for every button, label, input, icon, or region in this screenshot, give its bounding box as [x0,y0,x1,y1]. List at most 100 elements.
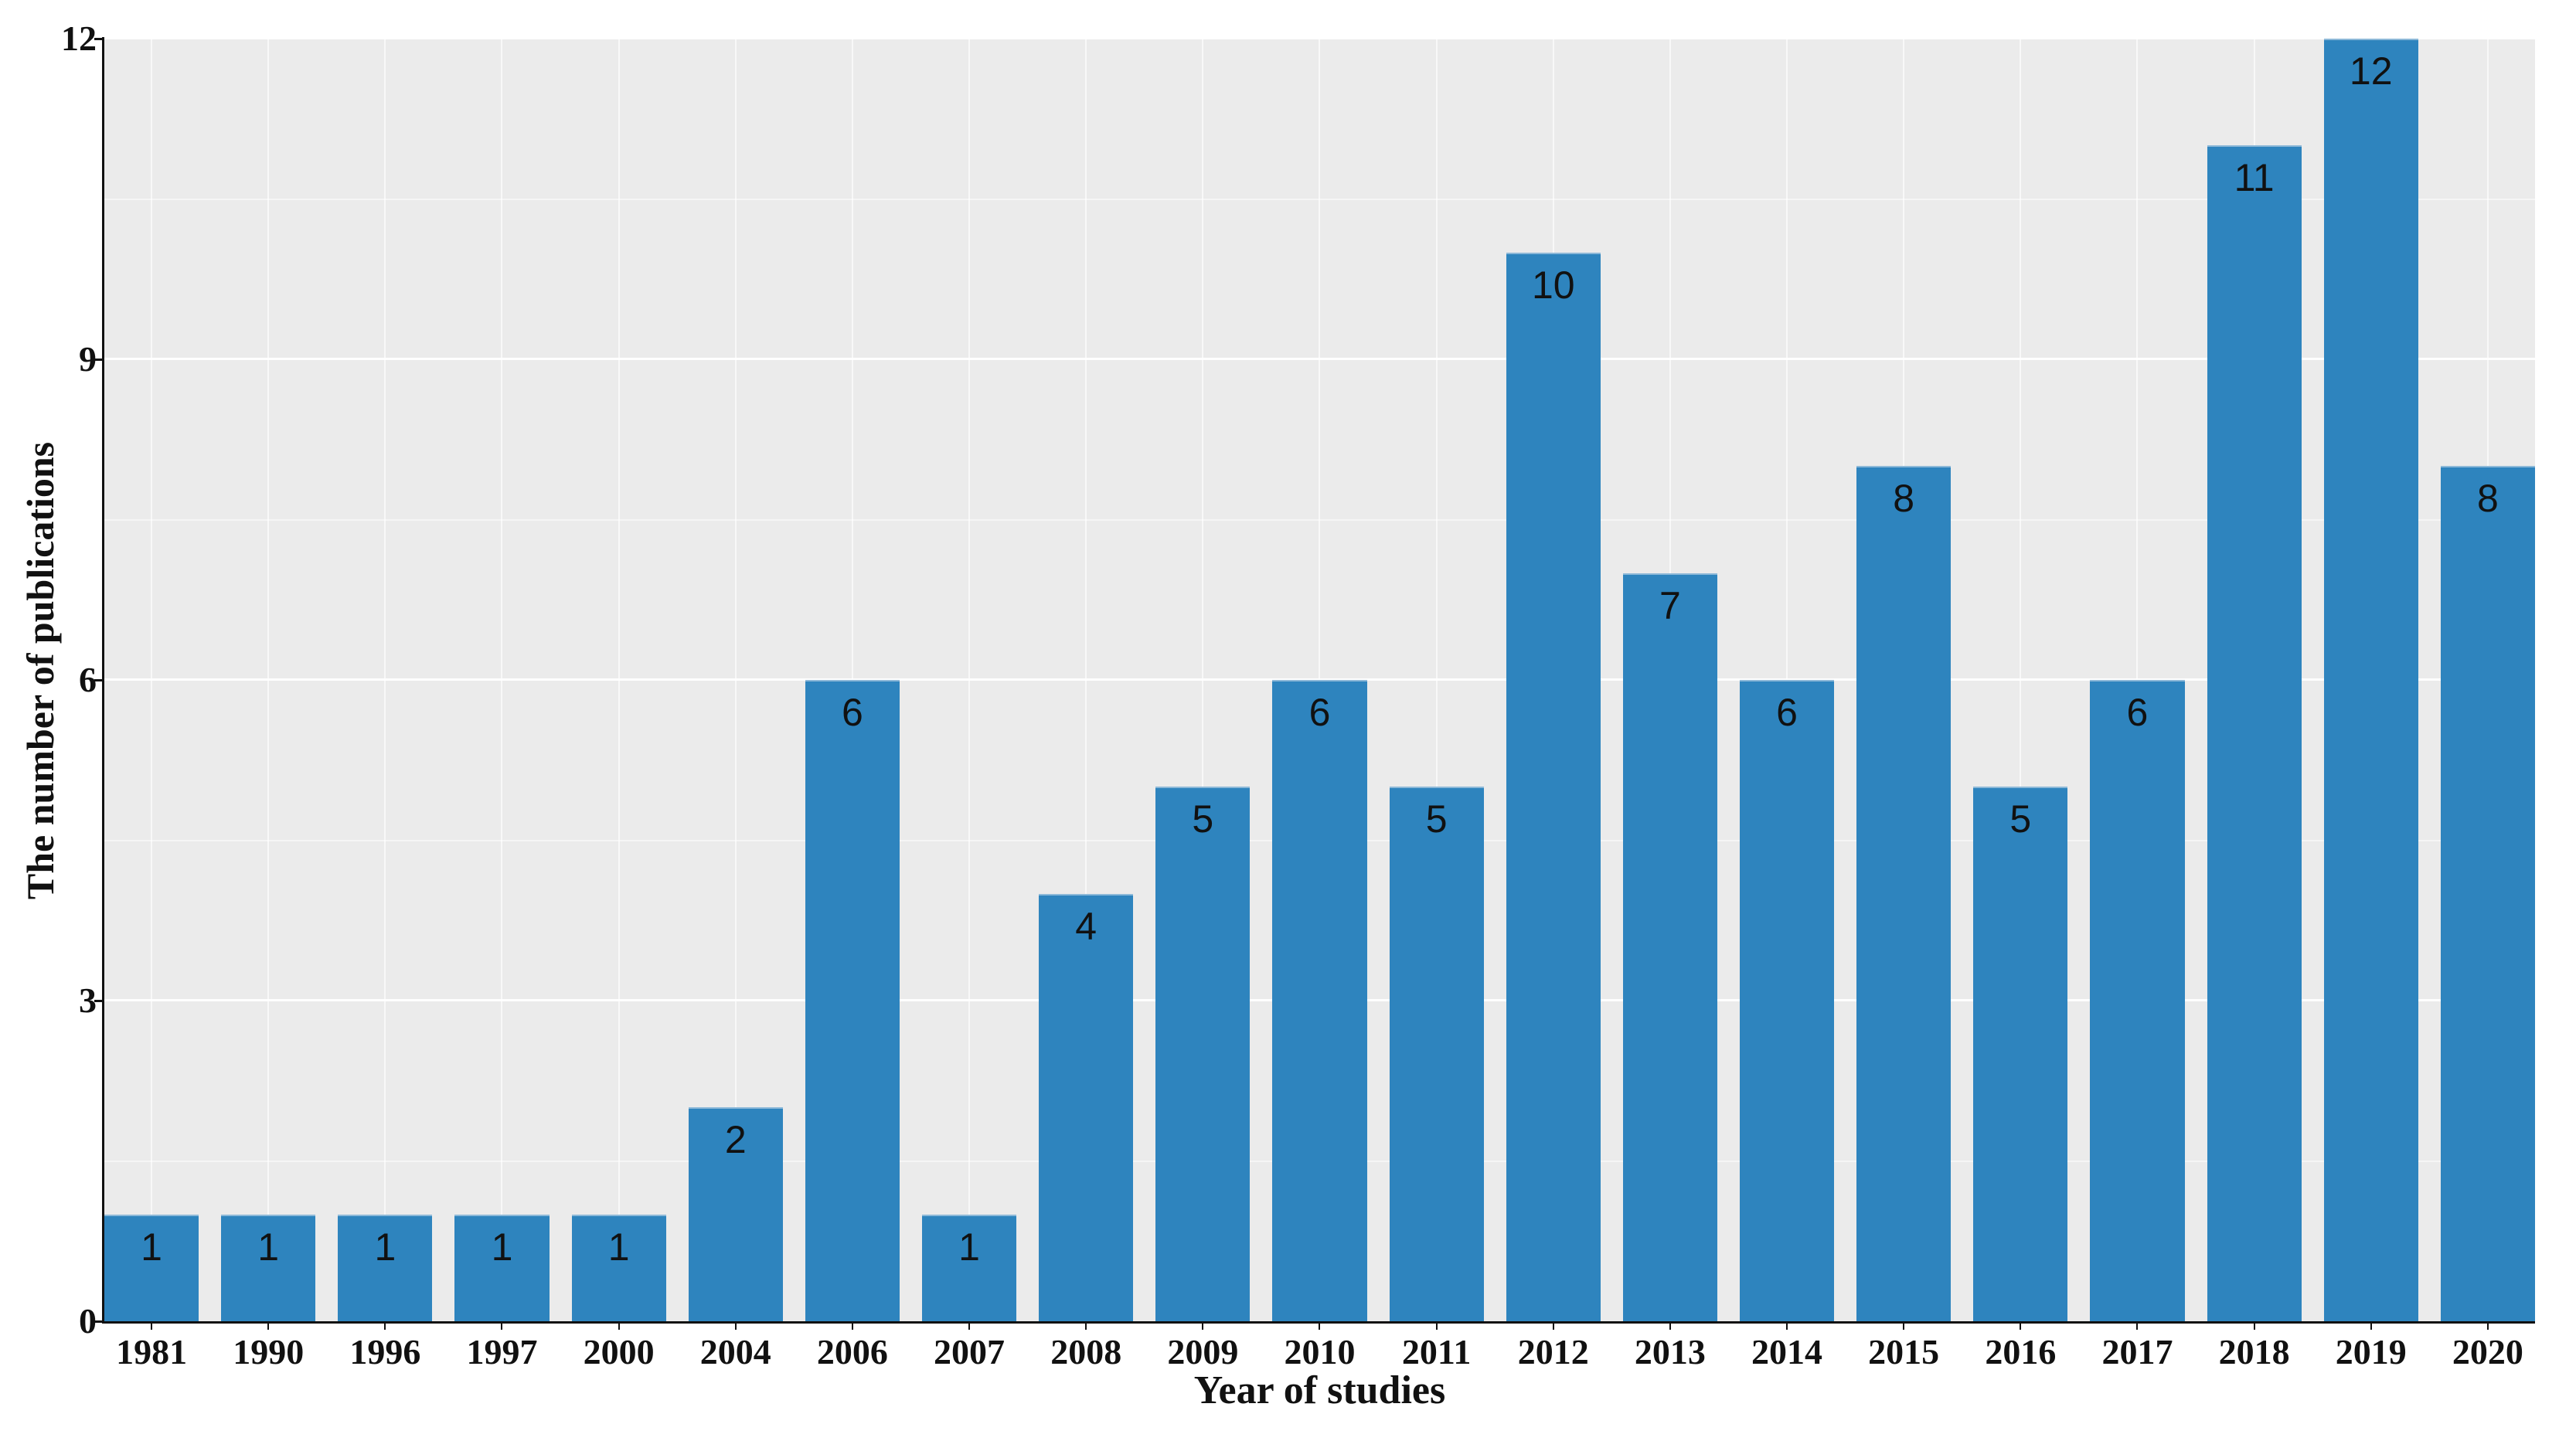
y-tick-label-3: 3 [79,980,97,1020]
bar-value-label-2006: 6 [842,691,863,734]
bar-2010: 6 [1272,680,1367,1321]
x-tick-2014: 2014 [1740,1324,1834,1371]
y-tick-label-9: 9 [79,339,97,379]
y-tick-label-12: 12 [61,19,97,58]
bar-value-label-2014: 6 [1776,691,1798,734]
x-tickmark-1981 [151,1324,153,1330]
bar-value-label-2017: 6 [2126,691,2149,734]
category-slot-2004: 2 [688,39,783,1321]
bar-value-label-1997: 1 [491,1225,513,1269]
x-axis-line [102,1321,2535,1324]
x-tick-label: 2012 [1517,1332,1589,1371]
y-axis-line [102,37,104,1324]
category-slot-2015: 8 [1856,39,1952,1321]
x-tick-label: 2007 [934,1332,1006,1371]
x-tickmark-1996 [384,1324,386,1330]
bar-2014: 6 [1739,680,1835,1321]
bar-value-label-2020: 8 [2476,477,2499,521]
bar-2008: 4 [1039,893,1134,1321]
category-slot-1981: 1 [104,39,199,1321]
bar-value-label-2004: 2 [724,1118,747,1162]
x-tick-1981: 1981 [104,1324,199,1371]
x-axis-title: Year of studies [1193,1368,1446,1412]
bar-value-label-2007: 1 [958,1225,980,1269]
x-tick-label: 2019 [2335,1332,2407,1371]
x-tick-2015: 2015 [1856,1324,1951,1371]
x-tick-2018: 2018 [2207,1324,2302,1371]
x-tickmark-2007 [968,1324,971,1330]
vertical-gridline-1981 [151,39,153,1321]
vertical-gridline-2008 [1085,39,1087,1321]
x-tick-2013: 2013 [1623,1324,1717,1371]
vertical-gridline-2009 [1202,39,1204,1321]
x-tickmark-2010 [1319,1324,1321,1330]
x-tickmark-1990 [267,1324,270,1330]
x-tickmark-1997 [501,1324,503,1330]
vertical-gridline-1996 [384,39,386,1321]
x-tick-2006: 2006 [805,1324,900,1371]
x-tick-label: 1981 [116,1332,188,1371]
x-tick-label: 2017 [2101,1332,2173,1371]
x-tick-2011: 2011 [1390,1324,1484,1371]
x-tickmark-2006 [851,1324,853,1330]
bar-2013: 7 [1622,573,1717,1321]
bar-value-label-2013: 7 [1659,583,1681,627]
x-tick-2010: 2010 [1272,1324,1366,1371]
bar-2012: 10 [1506,252,1601,1321]
x-tick-2004: 2004 [689,1324,783,1371]
bar-2019: 12 [2323,39,2418,1321]
category-slot-2009: 5 [1155,39,1251,1321]
bar-2016: 5 [1973,787,2068,1321]
x-tickmark-2004 [734,1324,737,1330]
bar-value-label-2008: 4 [1075,904,1097,948]
category-slot-2014: 6 [1739,39,1835,1321]
bar-2020: 8 [2440,466,2535,1321]
y-tickmark-12 [94,38,102,40]
bar-value-label-1996: 1 [374,1225,396,1269]
x-tick-1997: 1997 [454,1324,549,1371]
x-tick-label: 1997 [466,1332,538,1371]
vertical-gridline-2004 [734,39,737,1321]
bar-value-label-2019: 12 [2349,49,2393,93]
x-tick-label: 2020 [2452,1332,2523,1371]
bar-value-label-1990: 1 [257,1225,280,1269]
x-tick-label: 2011 [1401,1332,1472,1371]
x-axis-ticks: 1981 1990 1996 1997 2000 2004 2006 2007 2008 2009… [104,1324,2535,1371]
x-tick-label: 2000 [583,1332,655,1371]
bar-2017: 6 [2090,680,2185,1321]
bar-value-label-2015: 8 [1893,477,1915,521]
bar-value-label-1981: 1 [141,1225,162,1269]
x-tickmark-2012 [1552,1324,1554,1330]
category-slot-2000: 1 [571,39,666,1321]
y-tickmark-9 [94,359,102,361]
x-tick-label: 2008 [1050,1332,1122,1371]
x-tickmark-2008 [1085,1324,1087,1330]
x-tick-label: 2004 [699,1332,771,1371]
x-tick-2007: 2007 [922,1324,1016,1371]
category-slot-2011: 5 [1389,39,1484,1321]
vertical-gridline-2000 [618,39,620,1321]
bar-1981: 1 [104,1214,199,1321]
x-tickmark-2009 [1202,1324,1204,1330]
x-tickmark-2011 [1435,1324,1438,1330]
bar-2009: 5 [1155,787,1251,1321]
bar-2015: 8 [1856,466,1952,1321]
category-slot-2013: 7 [1622,39,1717,1321]
bar-2011: 5 [1389,787,1484,1321]
major-gridline-y12 [104,37,2535,39]
x-tickmark-2017 [2136,1324,2139,1330]
category-slot-2008: 4 [1039,39,1134,1321]
y-tick-label-0: 0 [79,1301,97,1341]
x-tickmark-2016 [2020,1324,2022,1330]
bar-2006: 6 [805,680,900,1321]
plot-area: 1 1 1 1 1 2 6 1 4 5 6 5 10 7 6 8 5 6 11 12 8 [104,37,2535,1321]
bars-layer: 1 1 1 1 1 2 6 1 4 5 6 5 10 7 6 8 5 6 11 12 8 [104,39,2535,1321]
category-slot-2018: 11 [2207,39,2302,1321]
x-tickmark-2015 [1903,1324,1905,1330]
x-tickmark-2018 [2253,1324,2255,1330]
category-slot-1997: 1 [454,39,550,1321]
bar-2000: 1 [571,1214,666,1321]
vertical-gridline-1990 [267,39,270,1321]
x-tick-2012: 2012 [1506,1324,1601,1371]
category-slot-1990: 1 [221,39,316,1321]
